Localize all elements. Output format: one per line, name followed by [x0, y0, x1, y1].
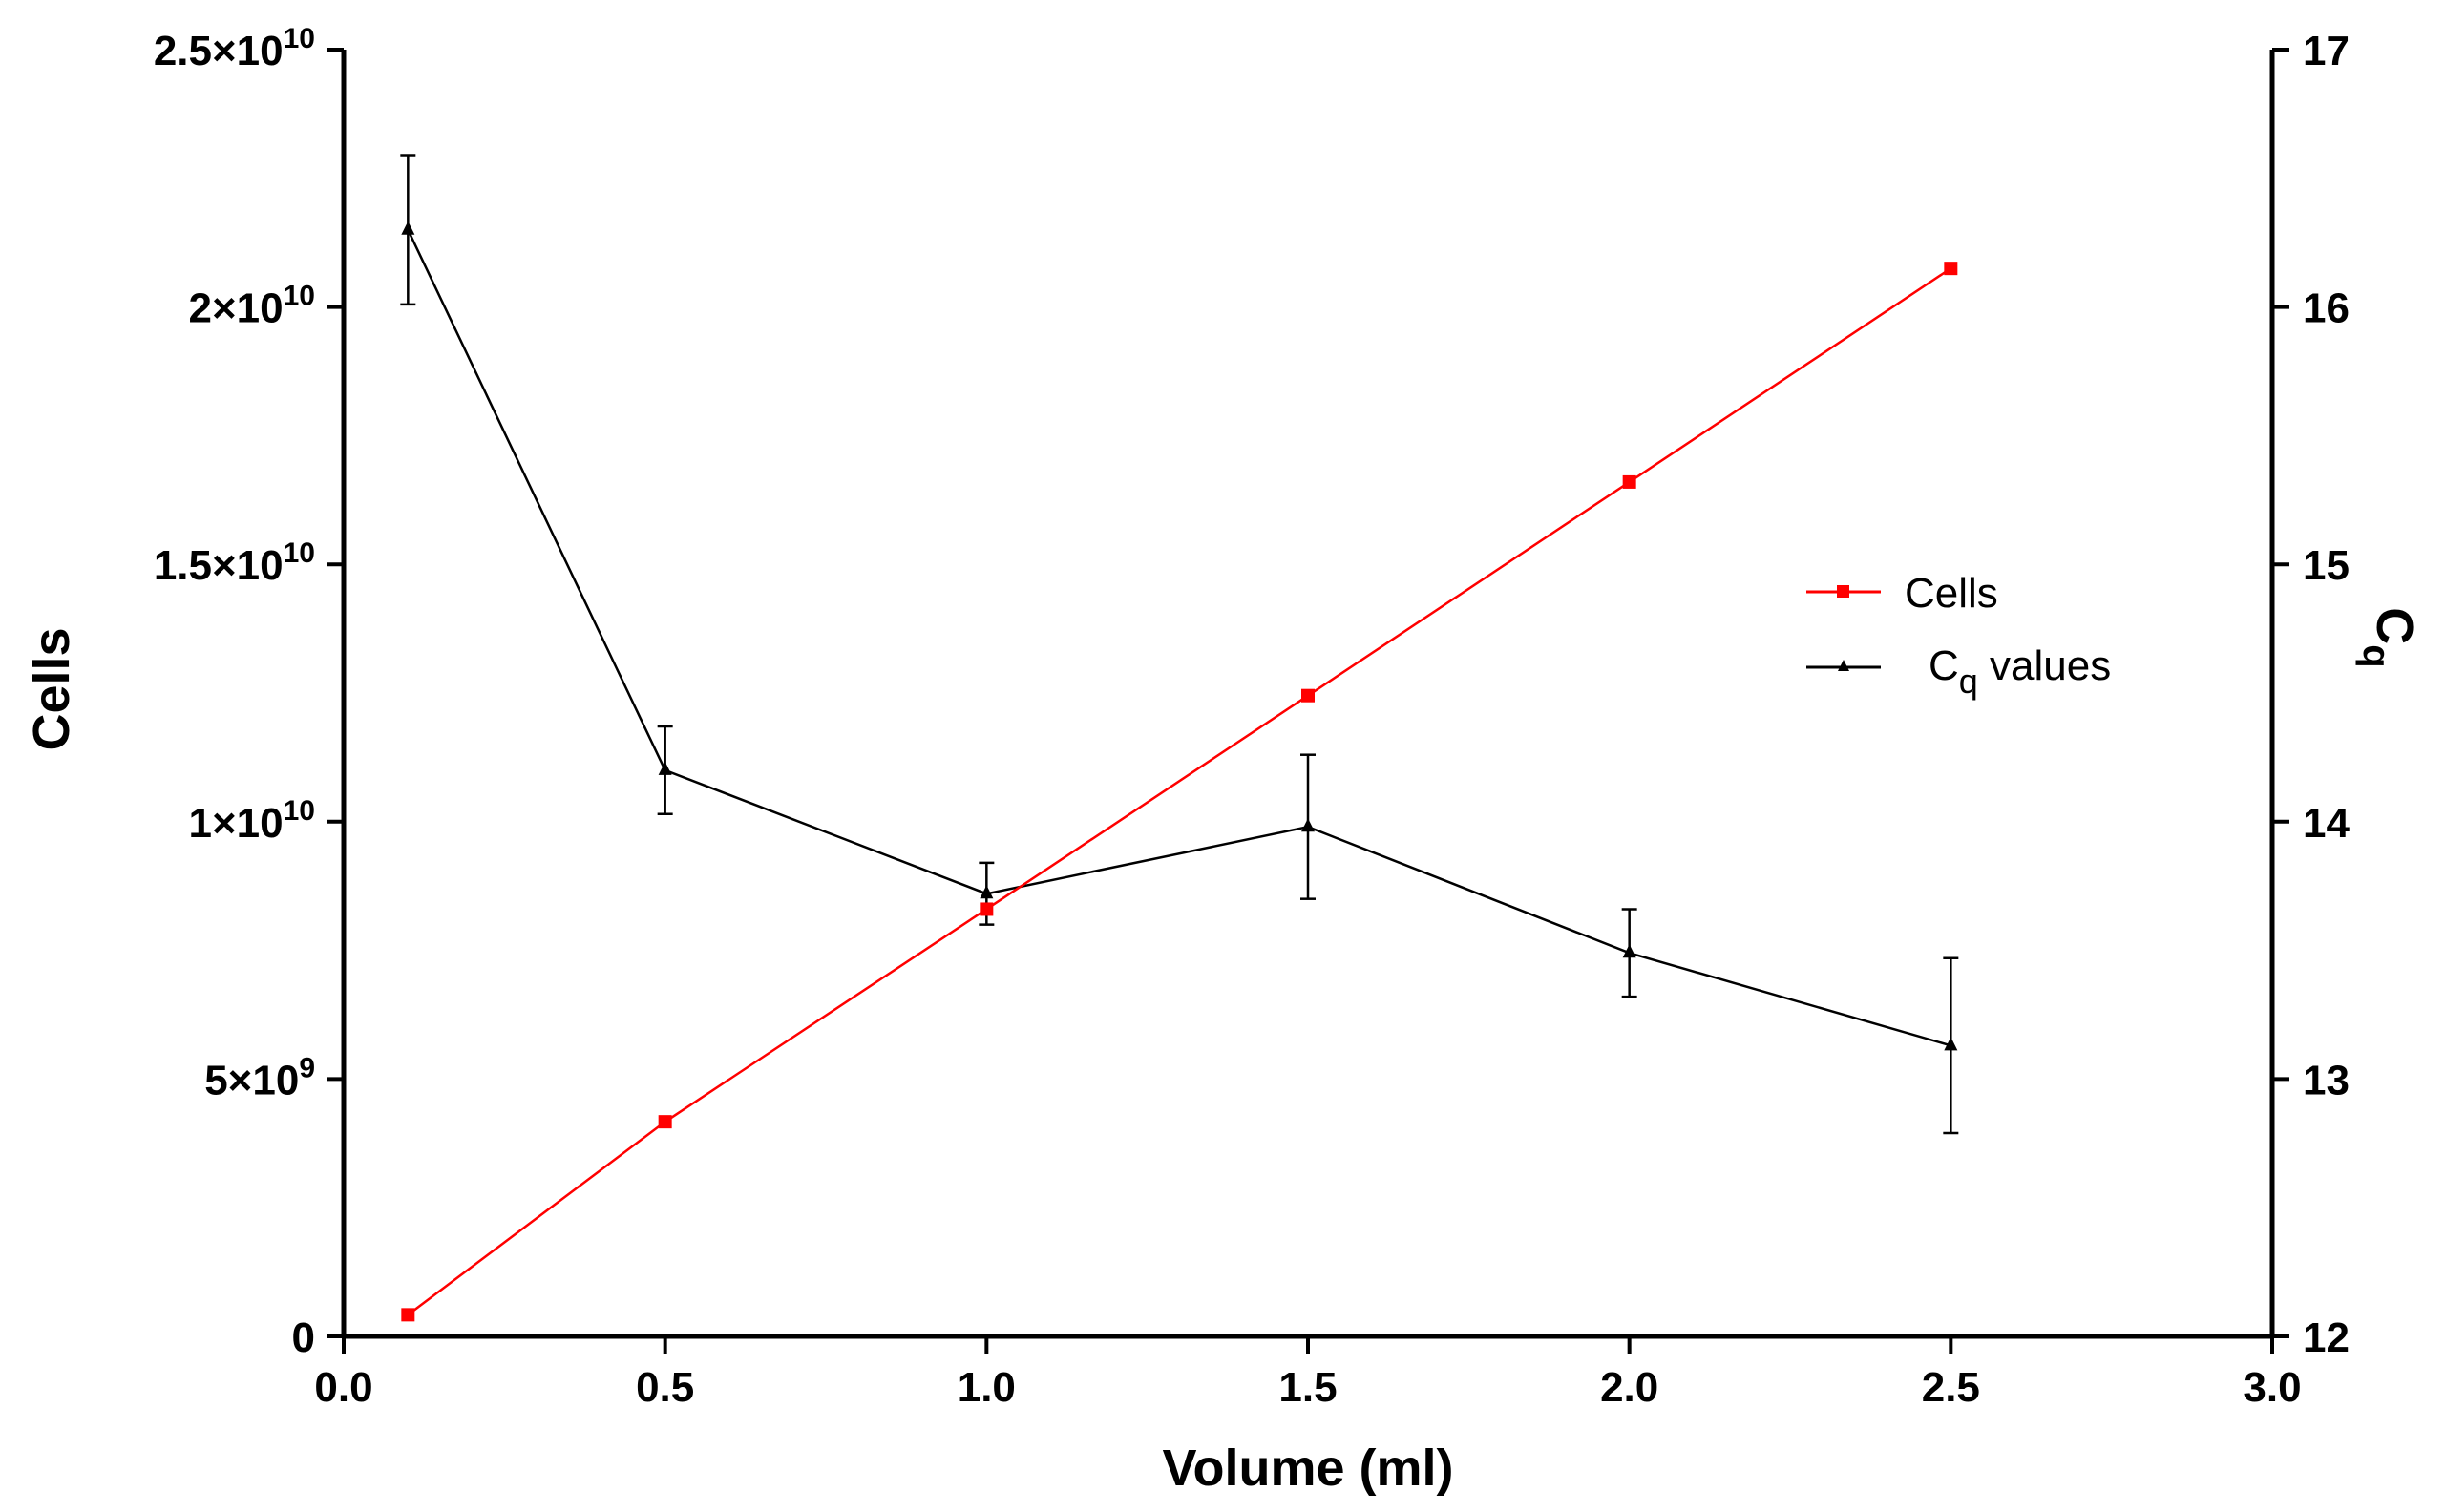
- cells-point: [1944, 262, 1958, 276]
- x-tick-label: 0.5: [636, 1364, 694, 1411]
- cells-point: [980, 902, 994, 916]
- x-tick-label: 3.0: [2243, 1364, 2301, 1411]
- y-left-tick-label: 0: [292, 1314, 315, 1361]
- cells-point: [658, 1115, 672, 1129]
- y-left-tick-label: 2.5×1010: [154, 23, 315, 74]
- legend-cq-label: Cq values: [1929, 642, 2111, 701]
- x-tick-label: 0.0: [314, 1364, 372, 1411]
- cells-line: [407, 267, 1952, 1316]
- cq-line: [407, 229, 1951, 1047]
- x-axis-ticks: 0.0 0.5 1.0 1.5 2.0 2.5 3.0: [314, 1336, 2302, 1411]
- legend-cq-marker: [1838, 660, 1849, 671]
- cq-point: [1944, 1037, 1958, 1051]
- y-right-tick-label: 15: [2303, 542, 2350, 589]
- cq-point: [1622, 944, 1636, 958]
- y-axis-right-ticks: 12 13 14 15 16 17: [2272, 28, 2350, 1361]
- cq-point: [658, 761, 672, 775]
- cells-point: [1301, 688, 1315, 703]
- x-tick-label: 1.5: [1278, 1364, 1337, 1411]
- x-tick-label: 1.0: [958, 1364, 1016, 1411]
- x-tick-label: 2.5: [1922, 1364, 1980, 1411]
- cells-point: [1622, 474, 1636, 489]
- y-right-tick-label: 16: [2303, 285, 2350, 332]
- svg-text:Cq: Cq: [2355, 607, 2423, 667]
- y-axis-left-title: Cells: [23, 627, 80, 750]
- cq-point: [1301, 818, 1315, 832]
- y-right-tick-label: 12: [2303, 1314, 2350, 1361]
- y-axis-left-ticks: 0 5×109 1×1010 1.5×1010 2×1010 2.5×1010: [154, 23, 344, 1361]
- series-cells: [401, 262, 1958, 1322]
- cq-point: [980, 885, 994, 899]
- y-left-tick-label: 2×1010: [189, 281, 315, 332]
- y-right-tick-label: 17: [2303, 28, 2350, 74]
- x-axis-title: Volume (ml): [1162, 1439, 1453, 1497]
- cq-point: [401, 220, 415, 235]
- y-left-tick-label: 5×109: [204, 1052, 315, 1103]
- y-right-tick-label: 14: [2303, 800, 2350, 847]
- y-left-tick-label: 1×1010: [189, 795, 315, 847]
- cells-point: [401, 1308, 415, 1322]
- y-axis-right-title: Cq: [2355, 607, 2423, 667]
- x-tick-label: 2.0: [1600, 1364, 1658, 1411]
- y-left-tick-label: 1.5×1010: [154, 537, 315, 589]
- legend: Cells Cq values: [1806, 570, 2111, 701]
- legend-cells-marker: [1837, 585, 1849, 598]
- legend-cells-label: Cells: [1905, 570, 1998, 617]
- y-right-tick-label: 13: [2303, 1057, 2350, 1103]
- series-cq-values: [400, 154, 1959, 1135]
